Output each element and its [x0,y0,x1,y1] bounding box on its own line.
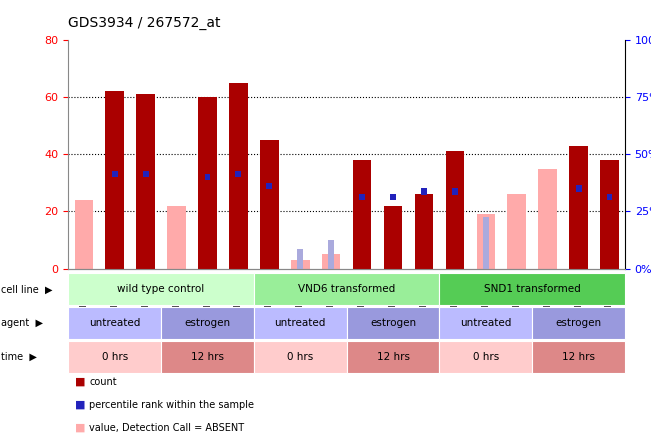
Bar [607,194,613,200]
Text: GDS3934 / 267572_at: GDS3934 / 267572_at [68,16,221,30]
Bar [74,200,93,269]
Bar [390,194,396,200]
Bar [328,240,334,269]
Bar [445,151,464,269]
Text: 12 hrs: 12 hrs [562,352,595,362]
Bar [291,260,309,269]
Bar [260,140,279,269]
Text: time  ▶: time ▶ [1,352,36,362]
Text: VND6 transformed: VND6 transformed [298,284,395,294]
Text: 12 hrs: 12 hrs [376,352,409,362]
Text: wild type control: wild type control [117,284,205,294]
Text: cell line  ▶: cell line ▶ [1,284,52,294]
Bar [143,171,148,178]
Bar [415,194,433,269]
Bar [322,254,340,269]
Bar [507,194,526,269]
Text: untreated: untreated [89,318,141,328]
Text: 0 hrs: 0 hrs [102,352,128,362]
Bar [136,94,155,269]
Text: percentile rank within the sample: percentile rank within the sample [89,400,254,410]
Text: agent  ▶: agent ▶ [1,318,43,328]
Text: estrogen: estrogen [184,318,230,328]
Text: ■: ■ [75,377,85,387]
Bar [105,91,124,269]
Bar [266,182,272,189]
Text: untreated: untreated [275,318,326,328]
Bar [198,97,217,269]
Bar [229,83,247,269]
Bar [421,188,427,194]
Bar [575,186,581,192]
Text: 0 hrs: 0 hrs [473,352,499,362]
Bar [538,169,557,269]
Text: ■: ■ [75,423,85,433]
Text: count: count [89,377,117,387]
Bar [383,206,402,269]
Text: 12 hrs: 12 hrs [191,352,224,362]
Bar [236,171,242,178]
Text: estrogen: estrogen [370,318,416,328]
Bar [452,188,458,194]
Bar [569,146,588,269]
Text: untreated: untreated [460,318,512,328]
Bar [483,217,489,269]
Bar [353,160,371,269]
Text: estrogen: estrogen [555,318,602,328]
Text: value, Detection Call = ABSENT: value, Detection Call = ABSENT [89,423,244,433]
Text: 0 hrs: 0 hrs [287,352,313,362]
Bar [167,206,186,269]
Bar [600,160,618,269]
Bar [477,214,495,269]
Bar [359,194,365,200]
Bar [112,171,118,178]
Text: ■: ■ [75,400,85,410]
Bar [298,249,303,269]
Text: SND1 transformed: SND1 transformed [484,284,581,294]
Bar [204,174,210,180]
